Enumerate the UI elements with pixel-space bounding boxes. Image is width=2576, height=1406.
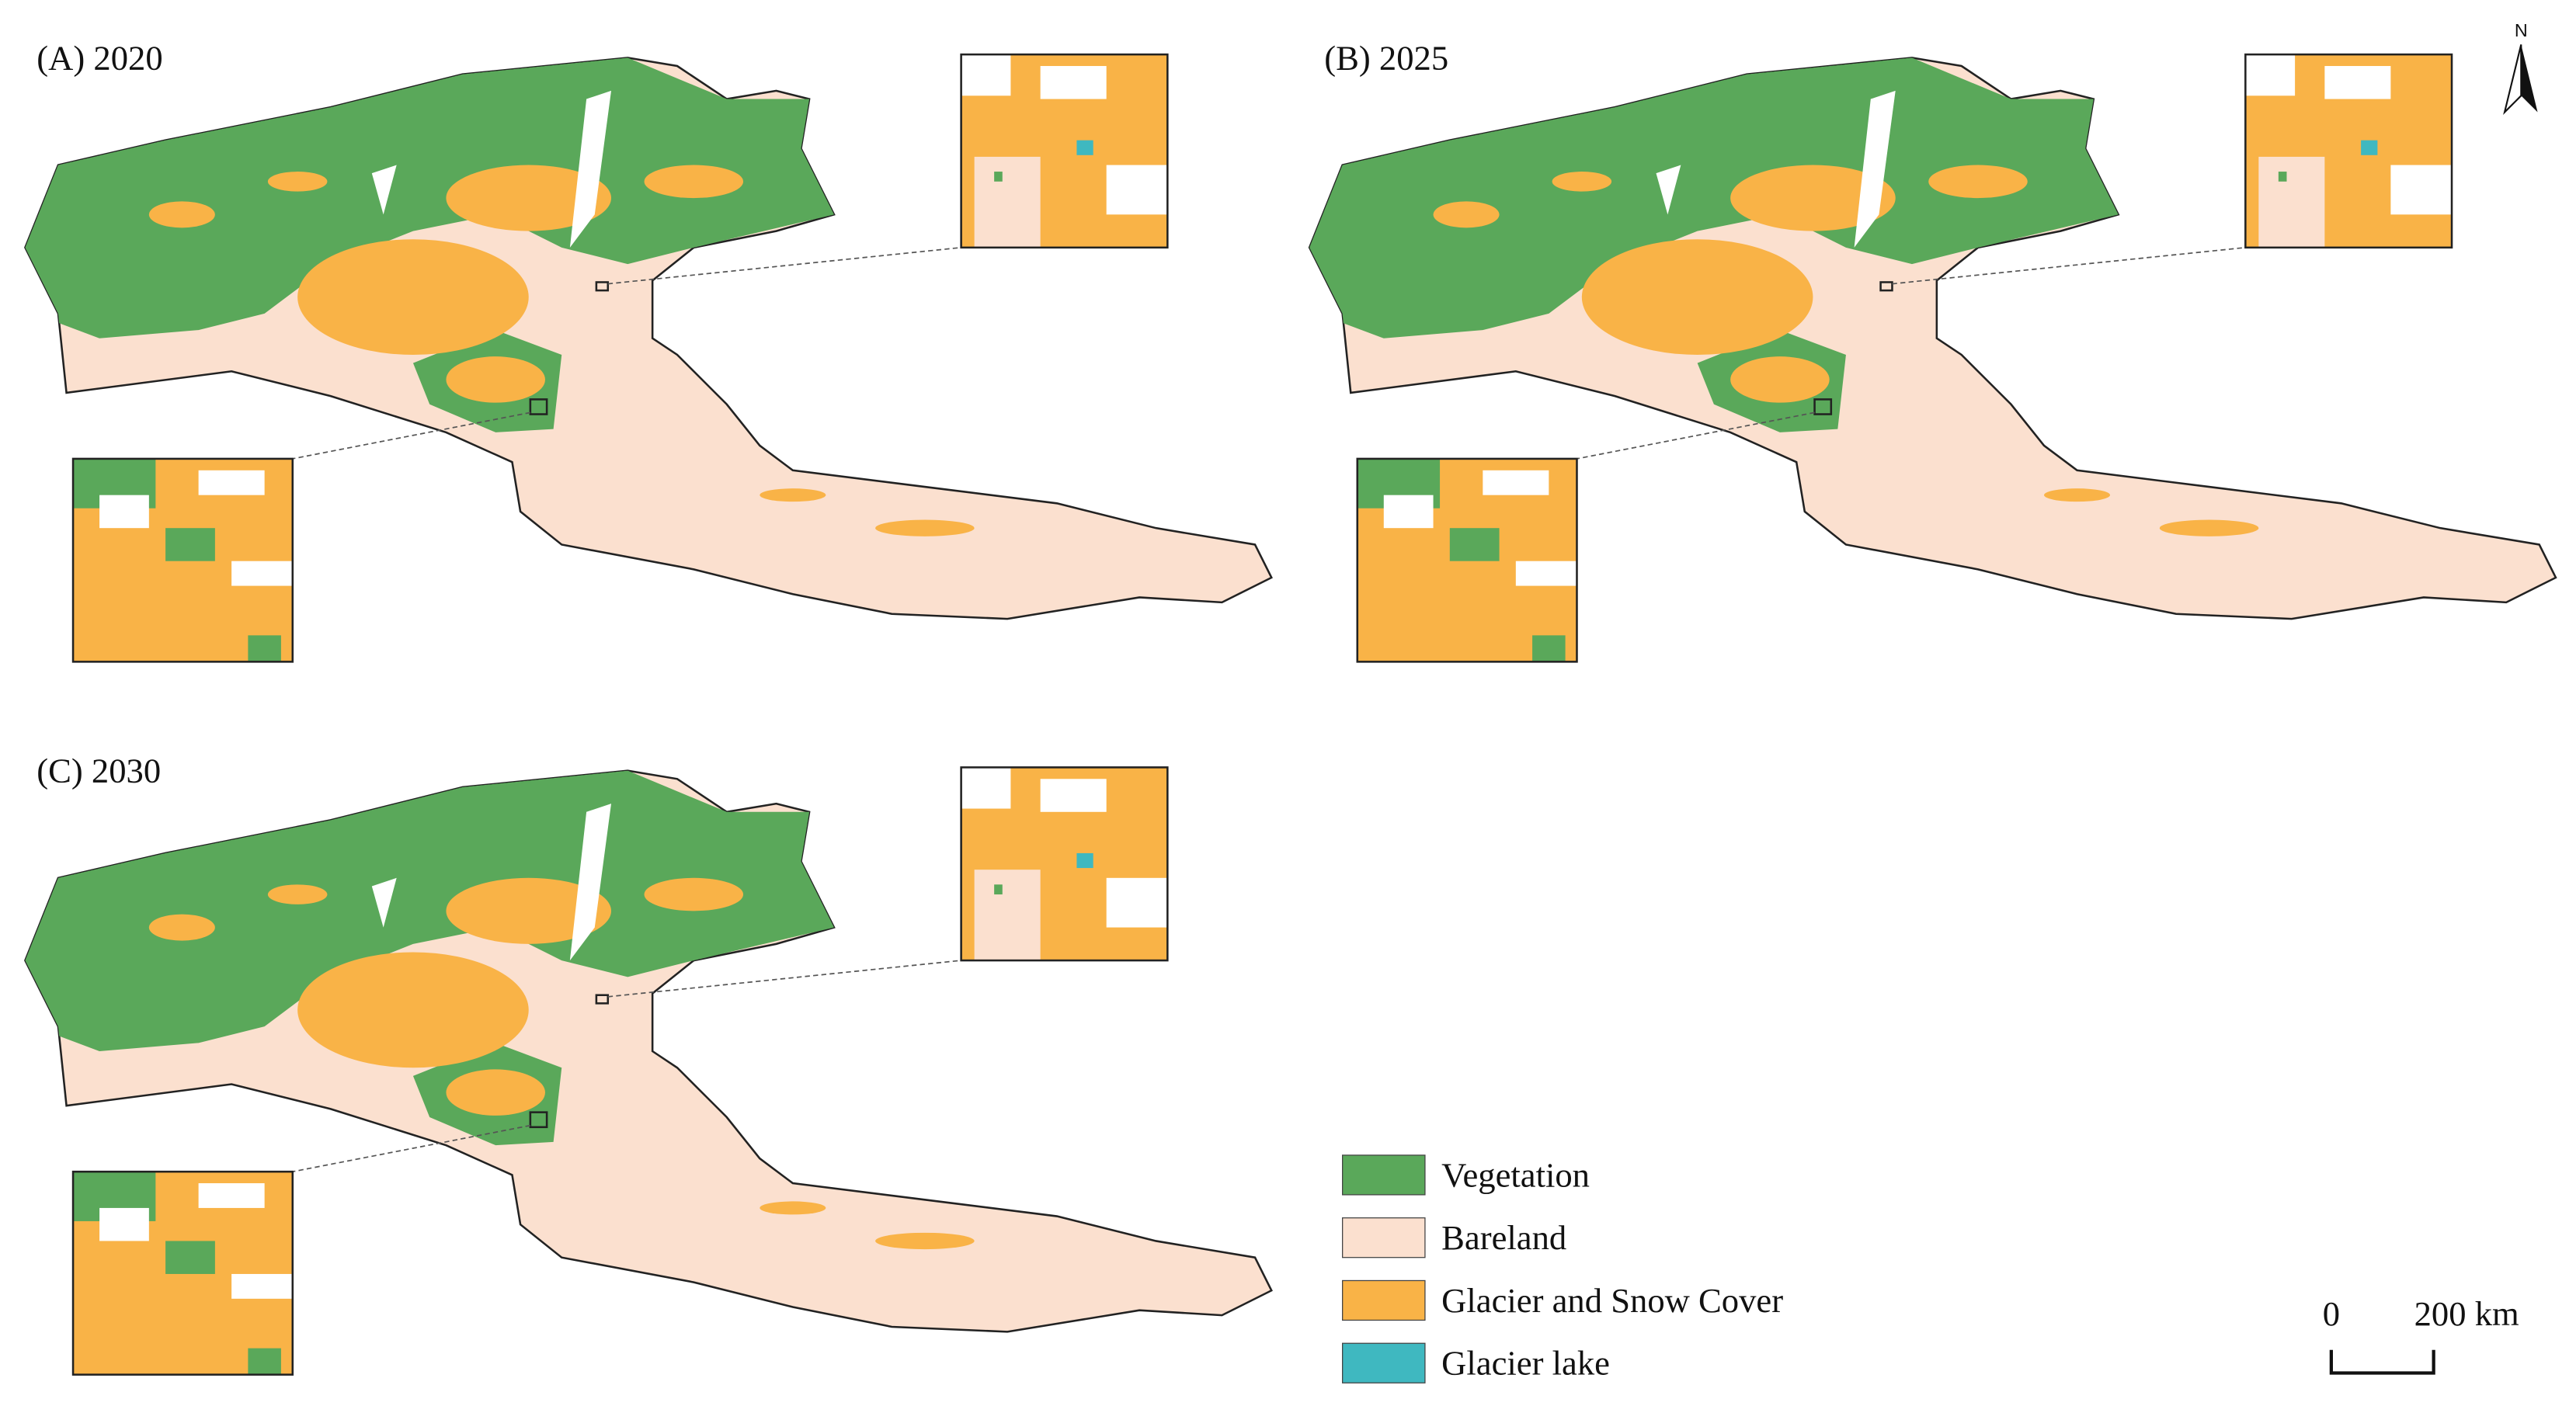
legend: Vegetation Bareland Glacier and Snow Cover… [1342, 1154, 1783, 1383]
scale-start: 0 [2323, 1294, 2340, 1333]
map-panel-a: (A) 2020 [17, 38, 1271, 661]
panel-title: (C) 2030 [37, 752, 161, 790]
panel-title: (A) 2020 [37, 38, 162, 77]
map-panel-c: (C) 2030 [17, 752, 1271, 1375]
scale-bar: 0 200 km [2323, 1294, 2519, 1375]
legend-swatch [1342, 1154, 1426, 1196]
legend-label: Glacier and Snow Cover [1441, 1281, 1783, 1320]
scale-end: 200 km [2414, 1294, 2519, 1333]
legend-swatch [1342, 1279, 1426, 1321]
panel-title: (B) 2025 [1324, 38, 1448, 77]
legend-swatch [1342, 1342, 1426, 1383]
legend-label: Bareland [1441, 1218, 1566, 1257]
legend-swatch [1342, 1217, 1426, 1258]
legend-label: Glacier lake [1441, 1344, 1610, 1383]
legend-label: Vegetation [1441, 1155, 1590, 1194]
north-arrow: N [2503, 20, 2538, 115]
north-label: N [2515, 20, 2528, 40]
map-panel-b: (B) 2025 [1302, 38, 2556, 661]
